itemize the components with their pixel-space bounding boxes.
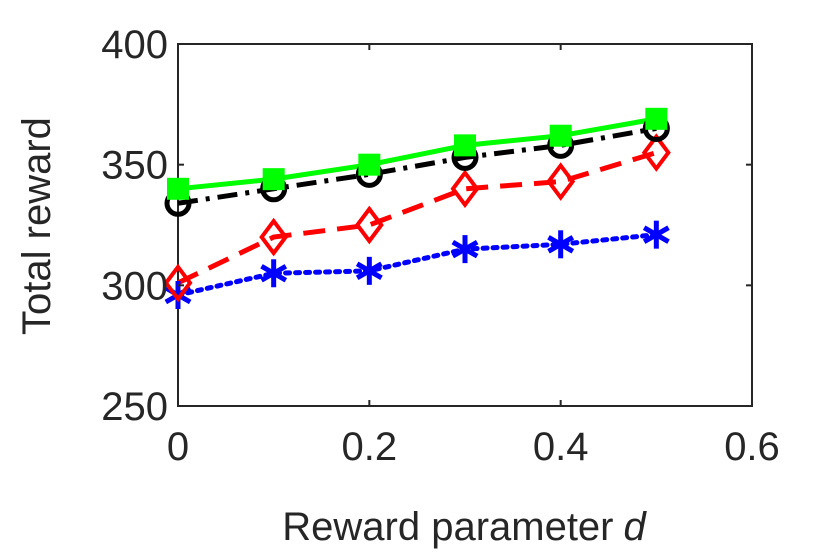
axis-ticks: 0 0.2 0.4 0.6 250 300 350 400 bbox=[101, 23, 780, 469]
data-point-square bbox=[645, 107, 668, 130]
data-point-asterisk bbox=[642, 220, 670, 249]
plot-area bbox=[163, 43, 753, 407]
x-axis-title-text: Reward parameter bbox=[282, 505, 613, 549]
data-point-square bbox=[262, 168, 285, 191]
data-point-diamond bbox=[450, 169, 480, 209]
x-axis-title: Reward parameter d bbox=[282, 505, 647, 549]
y-tick-label: 350 bbox=[101, 144, 168, 188]
y-axis-title: Total reward bbox=[15, 117, 59, 335]
data-point-square bbox=[549, 124, 572, 147]
x-tick-label: 0.2 bbox=[342, 425, 398, 469]
x-tick-label: 0 bbox=[167, 425, 189, 469]
asterisk-stroke bbox=[355, 261, 383, 281]
data-point-diamond bbox=[641, 133, 671, 172]
x-tick-label: 0.4 bbox=[533, 425, 589, 469]
asterisk-stroke bbox=[451, 239, 479, 259]
y-tick-label: 300 bbox=[101, 264, 168, 308]
data-point-diamond bbox=[546, 162, 576, 201]
series-line-square bbox=[177, 116, 657, 192]
asterisk-stroke bbox=[547, 235, 575, 254]
asterisk-stroke bbox=[642, 225, 670, 244]
series-line-circle bbox=[177, 126, 657, 206]
data-point-asterisk bbox=[547, 230, 575, 259]
data-point-square bbox=[454, 134, 476, 157]
data-point-asterisk bbox=[355, 256, 383, 285]
plot-frame bbox=[177, 43, 753, 407]
data-point-asterisk bbox=[260, 259, 288, 288]
data-point-diamond bbox=[354, 205, 384, 245]
asterisk-stroke bbox=[260, 264, 288, 283]
data-point-diamond bbox=[163, 263, 193, 303]
x-tick-label: 0.6 bbox=[724, 425, 780, 469]
data-point-asterisk bbox=[451, 235, 479, 264]
data-point-square bbox=[167, 177, 189, 200]
x-axis-title-symbol: d bbox=[624, 505, 648, 549]
data-point-diamond bbox=[259, 217, 289, 257]
series-line-asterisk bbox=[175, 232, 659, 298]
series-line-diamond bbox=[176, 150, 658, 286]
data-point-square bbox=[358, 153, 381, 176]
y-tick-label: 250 bbox=[101, 385, 168, 429]
y-tick-label: 400 bbox=[101, 23, 168, 67]
